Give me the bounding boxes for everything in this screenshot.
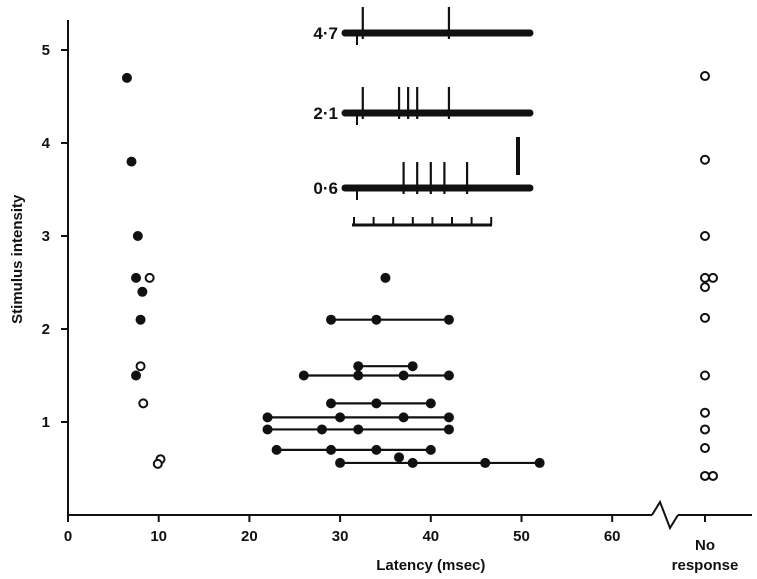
filled-point (380, 272, 391, 283)
open-point (135, 361, 146, 372)
filled-point (121, 72, 132, 83)
y-axis-title: Stimulus intensity (9, 194, 26, 324)
y-tick-label: 3 (42, 228, 50, 245)
open-point (152, 458, 163, 469)
no-response-point (700, 282, 710, 293)
x-tick-label: 60 (604, 528, 621, 545)
filled-point (137, 286, 148, 297)
no-response-point (700, 443, 710, 454)
linked-response-point (371, 398, 382, 409)
linked-response-point (407, 457, 418, 468)
linked-response-point (371, 444, 382, 455)
linked-response-point (443, 424, 454, 435)
open-point (138, 398, 149, 409)
linked-response-point (326, 398, 337, 409)
linked-response-point (425, 398, 436, 409)
x-tick-label: 30 (332, 528, 349, 545)
linked-response-point (353, 424, 364, 435)
linked-response-point (443, 370, 454, 381)
linked-response-point (316, 424, 327, 435)
linked-response-point (407, 361, 418, 372)
axes (67, 20, 752, 531)
no-response-point (708, 272, 718, 283)
linked-response-point (398, 370, 409, 381)
no-response-point (700, 470, 710, 481)
x-tick-label: 50 (513, 528, 530, 545)
linked-response-point (398, 412, 409, 423)
filled-point (394, 452, 405, 463)
filled-point (131, 370, 142, 381)
no-response-point (700, 370, 710, 381)
open-point (144, 272, 155, 283)
y-tick-label: 2 (42, 321, 50, 338)
no-response-point (700, 71, 710, 82)
axis-ticks: 0 10 20 30 40 50 60 1 2 3 4 5 (42, 42, 706, 545)
no-response-label: response (672, 557, 739, 574)
linked-response-point (480, 457, 491, 468)
filled-point (132, 231, 143, 241)
y-tick-label: 5 (42, 42, 50, 59)
linked-response-point (326, 314, 337, 325)
data-series (121, 71, 718, 481)
linked-response-point (371, 314, 382, 325)
no-response-point (700, 424, 710, 435)
linked-response-point (443, 412, 454, 423)
linked-response-point (335, 457, 346, 468)
x-axis-title: Latency (msec) (376, 557, 485, 574)
no-response-point (708, 470, 718, 481)
linked-response-point (443, 314, 454, 325)
inset-traces: 4·7 2·1 0·6 (313, 7, 534, 227)
x-tick-label: 20 (241, 528, 258, 545)
no-response-point (700, 272, 710, 283)
trace-intensity-label: 4·7 (313, 24, 338, 43)
filled-point (126, 156, 137, 167)
no-response-point (700, 312, 710, 323)
filled-point (135, 314, 146, 325)
no-response-point (700, 231, 710, 241)
trace-intensity-label: 2·1 (313, 104, 338, 123)
linked-response-point (326, 444, 337, 455)
linked-response-point (271, 444, 282, 455)
linked-response-point (262, 424, 273, 435)
no-response-point (700, 154, 710, 165)
y-tick-label: 1 (42, 414, 50, 431)
no-response-point (700, 407, 710, 418)
x-tick-label: 40 (422, 528, 439, 545)
linked-response-point (353, 370, 364, 381)
x-tick-label: 0 (64, 528, 72, 545)
linked-response-point (262, 412, 273, 423)
x-tick-label: 10 (150, 528, 167, 545)
filled-point (131, 272, 142, 283)
no-response-label: No (695, 537, 715, 554)
linked-response-point (298, 370, 309, 381)
trace-intensity-label: 0·6 (313, 179, 338, 198)
linked-response-point (534, 457, 545, 468)
axis-labels: Latency (msec) Stimulus intensity No respon… (9, 194, 738, 574)
linked-response-point (353, 361, 364, 372)
linked-response-point (425, 444, 436, 455)
y-tick-label: 4 (42, 135, 51, 152)
linked-response-point (335, 412, 346, 423)
axis-break-mark (651, 499, 679, 531)
